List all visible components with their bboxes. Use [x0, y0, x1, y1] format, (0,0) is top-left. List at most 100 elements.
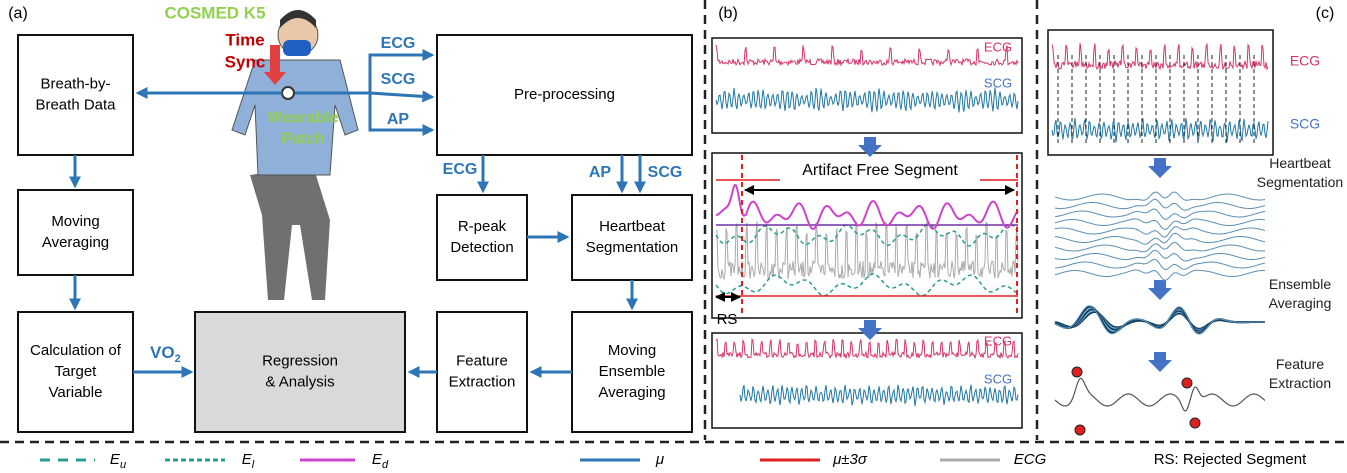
ed-trace: [715, 183, 1019, 230]
feature-point: [1071, 366, 1083, 378]
trace-label: ECG: [984, 39, 1012, 54]
patch-label: Wearable: [268, 110, 339, 127]
ecg-trace: [1051, 42, 1269, 71]
box-text: Breath Data: [35, 96, 116, 113]
legend-label-base: μ±3σ: [832, 451, 868, 468]
step-label: Averaging: [1269, 295, 1332, 311]
process-box: [571, 194, 693, 281]
legend-label-base: E: [242, 451, 253, 468]
beat-trace: [1054, 269, 1265, 281]
sync-label: Time: [225, 30, 264, 49]
ensemble-trace: [1054, 305, 1265, 335]
step-label: Heartbeat: [1269, 155, 1331, 171]
box-text: Extraction: [449, 373, 516, 390]
trace-label: SCG: [1290, 116, 1320, 132]
box-text: Calculation of: [30, 342, 122, 359]
scg-trace: [1051, 118, 1269, 143]
beat-trace: [1054, 226, 1266, 238]
feature-point: [1189, 417, 1201, 429]
box-text: Detection: [450, 239, 513, 256]
process-box: [436, 194, 528, 281]
process-box: [17, 311, 134, 433]
signal-label: ECG: [381, 35, 416, 52]
step-arrow: [1148, 158, 1172, 178]
process-box: [17, 189, 134, 276]
legend-label-sub: l: [252, 459, 255, 471]
beat-trace: [1054, 242, 1265, 253]
box-text: Moving: [608, 342, 656, 359]
process-box: [436, 34, 693, 156]
upper-envelope: [715, 223, 1019, 247]
box-text: Pre-processing: [514, 86, 615, 103]
legend-label: μ±3σ: [832, 451, 868, 468]
box-text: Breath-by-: [40, 75, 110, 92]
trace-label: SCG: [984, 75, 1012, 90]
box-text: Variable: [49, 384, 103, 401]
step-label: Ensemble: [1269, 276, 1331, 292]
ecg-trace: [715, 221, 1019, 281]
legend-label-sub: d: [382, 459, 389, 471]
feature-point: [1074, 424, 1086, 436]
signal-box: [711, 332, 1023, 429]
ecg-trace: [715, 338, 1019, 360]
box-text: Target: [55, 363, 98, 380]
scg-trace: [715, 87, 1019, 113]
step-label: Feature: [1276, 356, 1324, 372]
step-arrow: [1148, 352, 1172, 372]
box-text: Feature: [456, 352, 508, 369]
scg-trace: [739, 384, 1019, 407]
signal-box: [1047, 29, 1274, 156]
legend-label: μ: [655, 451, 664, 468]
feature-trace: [1054, 377, 1266, 412]
vo2-label-base: VO: [150, 343, 175, 362]
step-arrow: [1148, 280, 1172, 300]
box-text: R-peak: [458, 218, 507, 235]
box-text: Heartbeat: [599, 218, 666, 235]
arrow: [368, 93, 435, 136]
beat-trace: [1054, 249, 1266, 262]
patch-label: Patch: [281, 131, 325, 148]
legend-label-base: μ: [655, 451, 664, 468]
box-text: Averaging: [598, 384, 665, 401]
legend-note: RS: Rejected Segment: [1154, 451, 1307, 468]
trace-label: ECG: [1290, 53, 1320, 69]
device-label: COSMED K5: [164, 3, 265, 22]
beat-trace: [1054, 232, 1266, 245]
beat-trace: [1054, 208, 1266, 220]
beat-trace: [1054, 191, 1266, 201]
panel-label: (b): [718, 5, 738, 22]
step-arrow: [858, 137, 882, 157]
step-label: Extraction: [1269, 375, 1331, 391]
beat-trace: [1054, 218, 1266, 231]
box-text: Ensemble: [599, 363, 666, 380]
box-text: Moving: [51, 213, 99, 230]
legend-label-base: ECG: [1014, 451, 1047, 468]
signal-label: SCG: [648, 164, 683, 181]
arrow: [295, 49, 435, 95]
legend-label: ECG: [1014, 451, 1047, 468]
process-box: [194, 311, 406, 433]
signal-box: [711, 37, 1023, 134]
box-text: & Analysis: [265, 373, 334, 390]
step-label: Segmentation: [1257, 174, 1343, 190]
panel-label: (c): [1316, 5, 1335, 22]
legend-label-base: E: [372, 451, 383, 468]
rs-label: RS: [717, 311, 738, 328]
arrow: [369, 90, 435, 103]
box-text: Averaging: [42, 234, 109, 251]
legend-label-sub: u: [120, 459, 126, 471]
signal-label: AP: [387, 111, 410, 128]
vo2-label-sub: 2: [175, 353, 181, 365]
beat-trace: [1054, 259, 1266, 271]
trace-label: SCG: [984, 371, 1012, 386]
ecg-trace: [715, 44, 1019, 67]
box-text: Regression: [262, 352, 338, 369]
artifact-label: Artifact Free Segment: [802, 162, 958, 179]
legend-label-base: E: [110, 451, 121, 468]
process-box: [17, 34, 134, 156]
box-text: Segmentation: [586, 239, 679, 256]
process-box: [436, 311, 528, 433]
beat-trace: [1054, 198, 1266, 211]
step-arrow: [858, 320, 882, 340]
